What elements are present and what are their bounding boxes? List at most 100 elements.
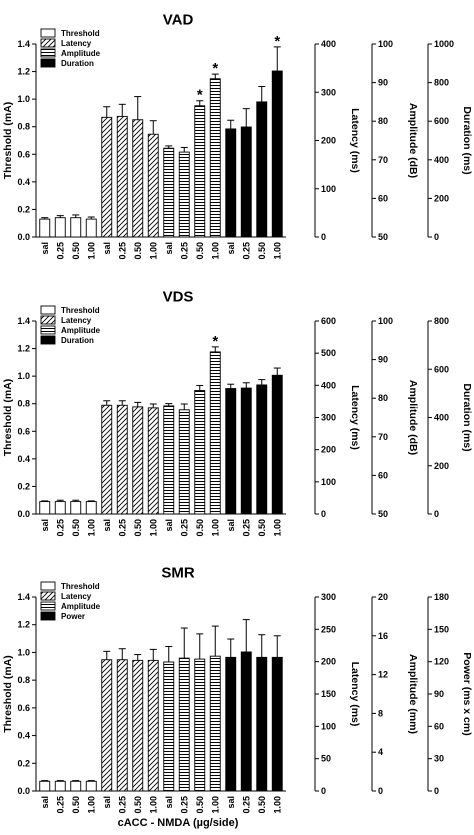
y-tick-label: 800 [434, 316, 449, 326]
x-tick-label: sal [102, 796, 112, 809]
panel-vad: VAD 0.0 0.2 0.4 0.6 0.8 1.0 1.2 1.4 Threshold (mA… [2, 11, 473, 259]
bar-threshold-1.00 [85, 218, 97, 238]
legend-swatch [40, 38, 56, 48]
significance-marker: * [274, 33, 280, 50]
y-tick-label: 0.0 [17, 509, 30, 519]
y-tick-label: 1.2 [17, 344, 30, 354]
y-tick-label: 0.4 [17, 731, 30, 741]
y-tick-label: 500 [321, 348, 336, 358]
y-tick-label: 12 [378, 670, 388, 680]
panel-vds: VDS 0.0 0.2 0.4 0.6 0.8 1.0 1.2 1.4 Threshold (mA… [2, 288, 473, 536]
y-tick-label: 90 [434, 689, 444, 699]
bar-power-0.50 [256, 656, 268, 792]
x-tick-label: 1.00 [86, 519, 96, 537]
bar-amplitude-sal [163, 147, 175, 238]
legend-label: Amplitude [61, 49, 101, 58]
y-tick-label: 100 [321, 477, 336, 487]
x-tick-label: 0.25 [241, 796, 251, 814]
y-tick-label: 0.6 [17, 703, 30, 713]
y-tick-label: 0 [378, 786, 383, 796]
y-tick-label: 50 [321, 754, 331, 764]
y-axis-title-2: Amplitude (dB) [407, 103, 419, 178]
bar-amplitude-sal [163, 405, 175, 515]
y-axis-title-1: Latency (ms) [349, 662, 361, 727]
y-tick-label: 0.2 [17, 481, 30, 491]
bar-latency-1.00 [147, 133, 159, 238]
legend-label: Latency [61, 316, 92, 325]
bar-threshold-sal [39, 780, 51, 792]
y-tick-label: 0 [434, 509, 439, 519]
x-tick-label: sal [226, 242, 236, 255]
significance-marker: * [212, 60, 218, 77]
y-tick-label: 1.0 [17, 647, 30, 657]
bar-latency-0.50 [132, 119, 144, 238]
bar-amplitude-0.50 [194, 658, 206, 792]
y-axis-title-2: Amplitude (dB) [407, 380, 419, 455]
bar-latency-0.25 [116, 115, 128, 238]
bar-latency-0.25 [116, 659, 128, 792]
panel-smr: SMR 0.0 0.2 0.4 0.6 0.8 1.0 1.2 1.4 Threshold (mA… [2, 564, 473, 813]
bar-amplitude-sal [163, 661, 175, 792]
y-tick-label: 0.8 [17, 399, 30, 409]
y-tick-label: 60 [378, 470, 388, 480]
bar-amplitude-1.00 [209, 655, 221, 792]
y-tick-label: 0.8 [17, 122, 30, 132]
x-tick-label: sal [226, 796, 236, 809]
significance-marker: * [212, 333, 218, 350]
y-axis-title-0: Threshold (mA) [2, 379, 14, 457]
legend-swatch [40, 48, 56, 58]
y-tick-label: 1.2 [17, 620, 30, 630]
x-tick-label: 0.25 [55, 519, 65, 537]
legend-swatch [40, 591, 56, 601]
x-tick-label: 0.25 [241, 519, 251, 537]
x-tick-label: 1.00 [210, 519, 220, 537]
y-tick-label: 0.8 [17, 675, 30, 685]
bar-amplitude-0.50 [194, 390, 206, 515]
y-tick-label: 60 [378, 193, 388, 203]
x-tick-label: 0.50 [71, 519, 81, 537]
bar-duration-0.50 [256, 384, 268, 515]
x-tick-label: 1.00 [272, 242, 282, 260]
y-tick-label: 1000 [434, 39, 454, 49]
panel-title: VDS [163, 288, 194, 305]
y-tick-label: 120 [434, 657, 449, 667]
bar-power-sal [225, 656, 237, 792]
y-tick-label: 1.2 [17, 67, 30, 77]
x-tick-label: 0.50 [195, 796, 205, 814]
legend-swatch [40, 305, 56, 315]
y-tick-label: 100 [378, 316, 393, 326]
y-tick-label: 150 [321, 689, 336, 699]
bar-latency-sal [101, 404, 113, 515]
legend-label: Amplitude [61, 602, 101, 611]
legend-label: Latency [61, 592, 92, 601]
bar-threshold-0.25 [54, 780, 66, 792]
y-axis-title-0: Threshold (mA) [2, 655, 14, 733]
y-tick-label: 100 [321, 721, 336, 731]
y-tick-label: 100 [321, 184, 336, 194]
x-tick-label: 1.00 [148, 796, 158, 814]
bar-amplitude-0.25 [178, 409, 190, 515]
bar-latency-0.50 [132, 406, 144, 515]
bar-amplitude-1.00 [209, 78, 221, 238]
y-tick-label: 0 [434, 786, 439, 796]
x-tick-label: 0.25 [179, 242, 189, 260]
bar-duration-sal [225, 128, 237, 238]
bar-duration-0.25 [240, 126, 252, 238]
y-tick-label: 16 [378, 631, 388, 641]
y-tick-label: 90 [378, 78, 388, 88]
x-tick-label: 0.50 [133, 242, 143, 260]
y-axis-title-1: Latency (ms) [349, 108, 361, 173]
bar-threshold-1.00 [85, 780, 97, 792]
y-tick-label: 400 [434, 413, 449, 423]
x-tick-label: sal [164, 796, 174, 809]
bar-duration-0.25 [240, 387, 252, 515]
y-tick-label: 50 [378, 232, 388, 242]
bar-power-0.25 [240, 651, 252, 792]
bar-threshold-0.25 [54, 217, 66, 238]
legend-swatch [40, 315, 56, 325]
bar-latency-1.00 [147, 659, 159, 792]
y-tick-label: 200 [434, 461, 449, 471]
y-tick-label: 400 [321, 39, 336, 49]
